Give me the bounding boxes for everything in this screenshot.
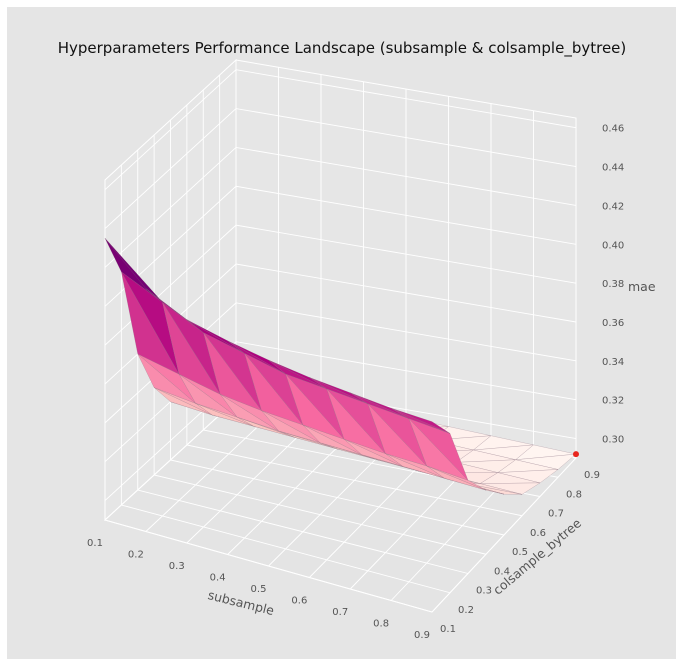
- axis-ticks: 0.10.20.30.40.50.60.70.80.90.10.20.30.40…: [87, 124, 624, 641]
- y-tick-label: 0.2: [458, 605, 474, 616]
- z-tick-label: 0.42: [602, 201, 624, 212]
- x-tick-label: 0.5: [251, 584, 267, 595]
- z-gridline: [104, 185, 577, 307]
- x-tick-label: 0.4: [210, 573, 226, 584]
- z-gridline: [104, 302, 577, 424]
- x-tick-label: 0.7: [332, 607, 348, 618]
- x-tick-label: 0.6: [291, 596, 307, 607]
- y-gridline: [120, 165, 451, 594]
- y-tick-label: 0.9: [584, 470, 600, 481]
- z-gridline: [104, 146, 577, 268]
- z-tick-label: 0.38: [602, 279, 624, 290]
- z-axis-label: mae: [628, 279, 656, 294]
- surface-facet: [391, 407, 451, 434]
- z-tick-label: 0.34: [602, 357, 624, 368]
- y-tick-label: 0.7: [548, 509, 564, 520]
- y-gridline: [153, 135, 487, 555]
- y-gridline: [137, 150, 469, 574]
- z-tick-label: 0.32: [602, 396, 624, 407]
- title-group: Hyperparameters Performance Landscape (s…: [58, 39, 627, 58]
- y-tick-label: 0.4: [494, 566, 510, 577]
- x-tick-label: 0.9: [414, 630, 430, 641]
- z-tick-label: 0.36: [602, 318, 624, 329]
- y-gridline: [202, 90, 541, 497]
- x-tick-label: 0.2: [128, 550, 144, 561]
- y-tick-label: 0.3: [476, 586, 492, 597]
- x-tick-label: 0.8: [373, 619, 389, 630]
- y-gridline: [104, 180, 433, 613]
- z-gridline: [104, 341, 577, 463]
- y-tick-label: 0.5: [512, 547, 528, 558]
- best-point-marker: [573, 451, 579, 458]
- x-tick-label: 0.1: [87, 538, 103, 549]
- y-tick-label: 0.1: [440, 624, 456, 635]
- z-gridline: [104, 69, 577, 191]
- z-tick-label: 0.44: [602, 163, 624, 174]
- chart-title: Hyperparameters Performance Landscape (s…: [58, 39, 627, 58]
- y-gridline: [186, 105, 523, 517]
- z-tick-label: 0.40: [602, 240, 624, 251]
- x-tick-label: 0.3: [169, 561, 185, 572]
- z-tick-label: 0.30: [602, 435, 624, 446]
- z-gridline: [104, 108, 577, 229]
- y-tick-label: 0.8: [566, 489, 582, 500]
- z-tick-label: 0.46: [602, 124, 624, 135]
- y-tick-label: 0.6: [530, 528, 546, 539]
- surface: [104, 238, 577, 495]
- y-gridline: [170, 120, 505, 536]
